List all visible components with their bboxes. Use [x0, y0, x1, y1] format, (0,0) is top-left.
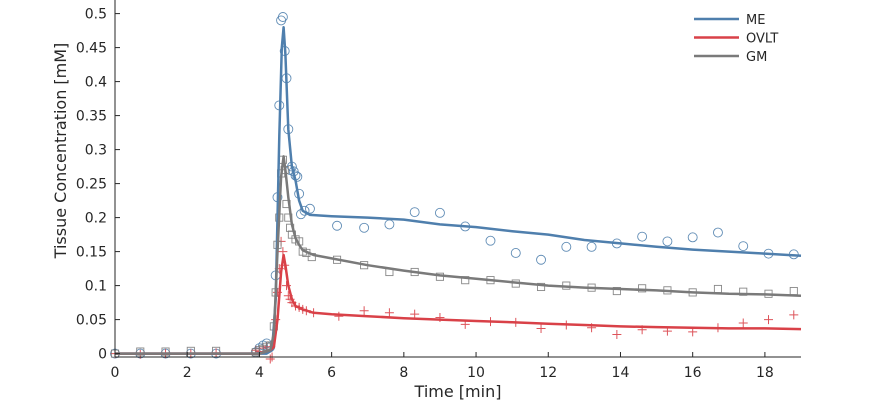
data-point: [334, 311, 344, 321]
y-axis-title: Tissue Concentration [mM]: [51, 43, 70, 260]
x-tick-label: 0: [111, 365, 120, 381]
data-point: [612, 330, 622, 340]
y-tick-label: 0.2: [85, 211, 107, 227]
y-tick-label: 0.35: [76, 109, 107, 125]
x-tick-label: 6: [327, 365, 336, 381]
data-point: [713, 284, 723, 294]
x-tick-label: 12: [539, 365, 557, 381]
x-tick-label: 14: [612, 365, 630, 381]
y-tick-label: 0.25: [76, 177, 107, 193]
y-tick-label: 0.3: [85, 143, 107, 159]
data-point: [359, 222, 370, 233]
x-tick-label: 2: [183, 365, 192, 381]
x-tick-label: 4: [255, 365, 264, 381]
data-point: [662, 236, 673, 247]
x-tick-label: 8: [399, 365, 408, 381]
data-point: [510, 248, 521, 258]
data-point: [384, 219, 395, 230]
data-point: [305, 203, 315, 214]
data-point: [332, 220, 342, 231]
data-point: [485, 235, 496, 246]
y-tick-label: 0.1: [85, 279, 107, 295]
data-point: [295, 209, 306, 220]
data-point: [161, 347, 170, 356]
data-point: [536, 254, 546, 265]
series-gm-line: [115, 155, 802, 355]
data-point: [561, 241, 572, 252]
data-point: [410, 309, 420, 319]
legend-label-ovlt: OVLT: [746, 32, 778, 47]
markers-layer: [110, 12, 799, 364]
y-tick-label: 0.05: [76, 313, 107, 329]
data-point: [789, 310, 799, 320]
y-tick-label: 0.5: [85, 7, 107, 23]
legend-label-me: ME: [746, 13, 765, 28]
series-ovlt-line: [115, 253, 802, 355]
legend-label-gm: GM: [746, 50, 767, 65]
data-point: [265, 354, 275, 364]
data-point: [359, 306, 369, 316]
series-me-markers: [110, 12, 799, 359]
x-tick-label: 16: [684, 365, 702, 381]
series-me-line: [115, 25, 802, 355]
data-point: [738, 318, 748, 328]
data-point: [409, 207, 420, 218]
lines-layer: [115, 25, 802, 355]
data-point: [277, 12, 288, 22]
data-point: [384, 308, 394, 318]
series-ovlt-markers: [110, 236, 799, 364]
x-tick-label: 10: [467, 365, 485, 381]
y-tick-label: 0: [98, 347, 107, 363]
x-axis-title: Time [min]: [414, 382, 502, 401]
axes: [114, 0, 801, 358]
data-point: [136, 347, 145, 356]
data-point: [637, 231, 648, 242]
data-point: [789, 286, 798, 296]
y-tick-label: 0.4: [85, 75, 107, 91]
data-point: [738, 241, 749, 252]
ticks-layer: 0 2 4 6 8 10 12 14 16 18 0 0.05 0.1 0.15 0.2 0.25 0.3 0.3…: [76, 7, 774, 381]
data-point: [586, 241, 597, 252]
y-tick-label: 0.15: [76, 245, 107, 261]
y-tick-label: 0.45: [76, 41, 107, 57]
data-point: [299, 205, 310, 216]
data-point: [536, 323, 546, 333]
data-point: [739, 287, 748, 296]
data-point: [536, 282, 546, 292]
legend: ME OVLT GM: [694, 13, 778, 65]
data-point: [713, 227, 723, 238]
x-tick-label: 18: [756, 365, 774, 381]
data-point: [764, 315, 774, 325]
data-point: [687, 232, 698, 243]
data-point: [292, 171, 303, 182]
data-point: [638, 284, 647, 293]
data-point: [276, 15, 287, 26]
data-point: [612, 286, 621, 296]
data-point: [434, 207, 445, 218]
